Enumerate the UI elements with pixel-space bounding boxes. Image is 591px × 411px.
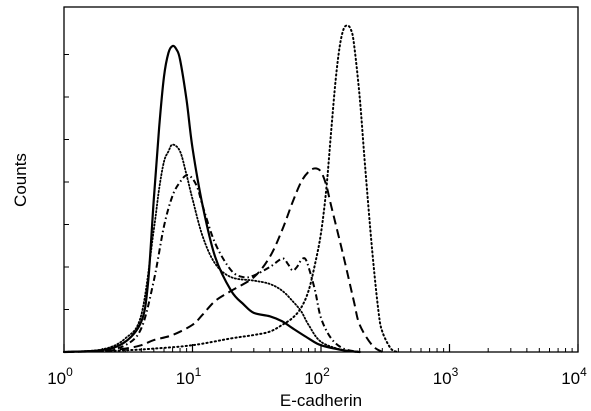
y-axis-label: Counts	[11, 153, 30, 207]
series-dash-dot-line	[63, 174, 360, 353]
series-dashed-line	[63, 167, 383, 353]
x-axis-label: E-cadherin	[280, 391, 362, 410]
x-axis-ticks: 100 101 102 103 104	[47, 344, 587, 388]
x-tick-label: 103	[433, 365, 459, 388]
x-tick-label: 101	[176, 365, 202, 388]
y-axis-ticks	[64, 54, 69, 310]
series-fine-dotted-line	[63, 24, 400, 353]
plot-frame	[63, 6, 579, 353]
x-tick-label: 104	[561, 365, 587, 388]
x-tick-label: 102	[304, 365, 330, 388]
x-tick-label: 100	[47, 365, 73, 388]
series-solid-line	[62, 44, 361, 354]
series-layer	[62, 24, 400, 354]
series-dotted-line	[63, 143, 361, 353]
